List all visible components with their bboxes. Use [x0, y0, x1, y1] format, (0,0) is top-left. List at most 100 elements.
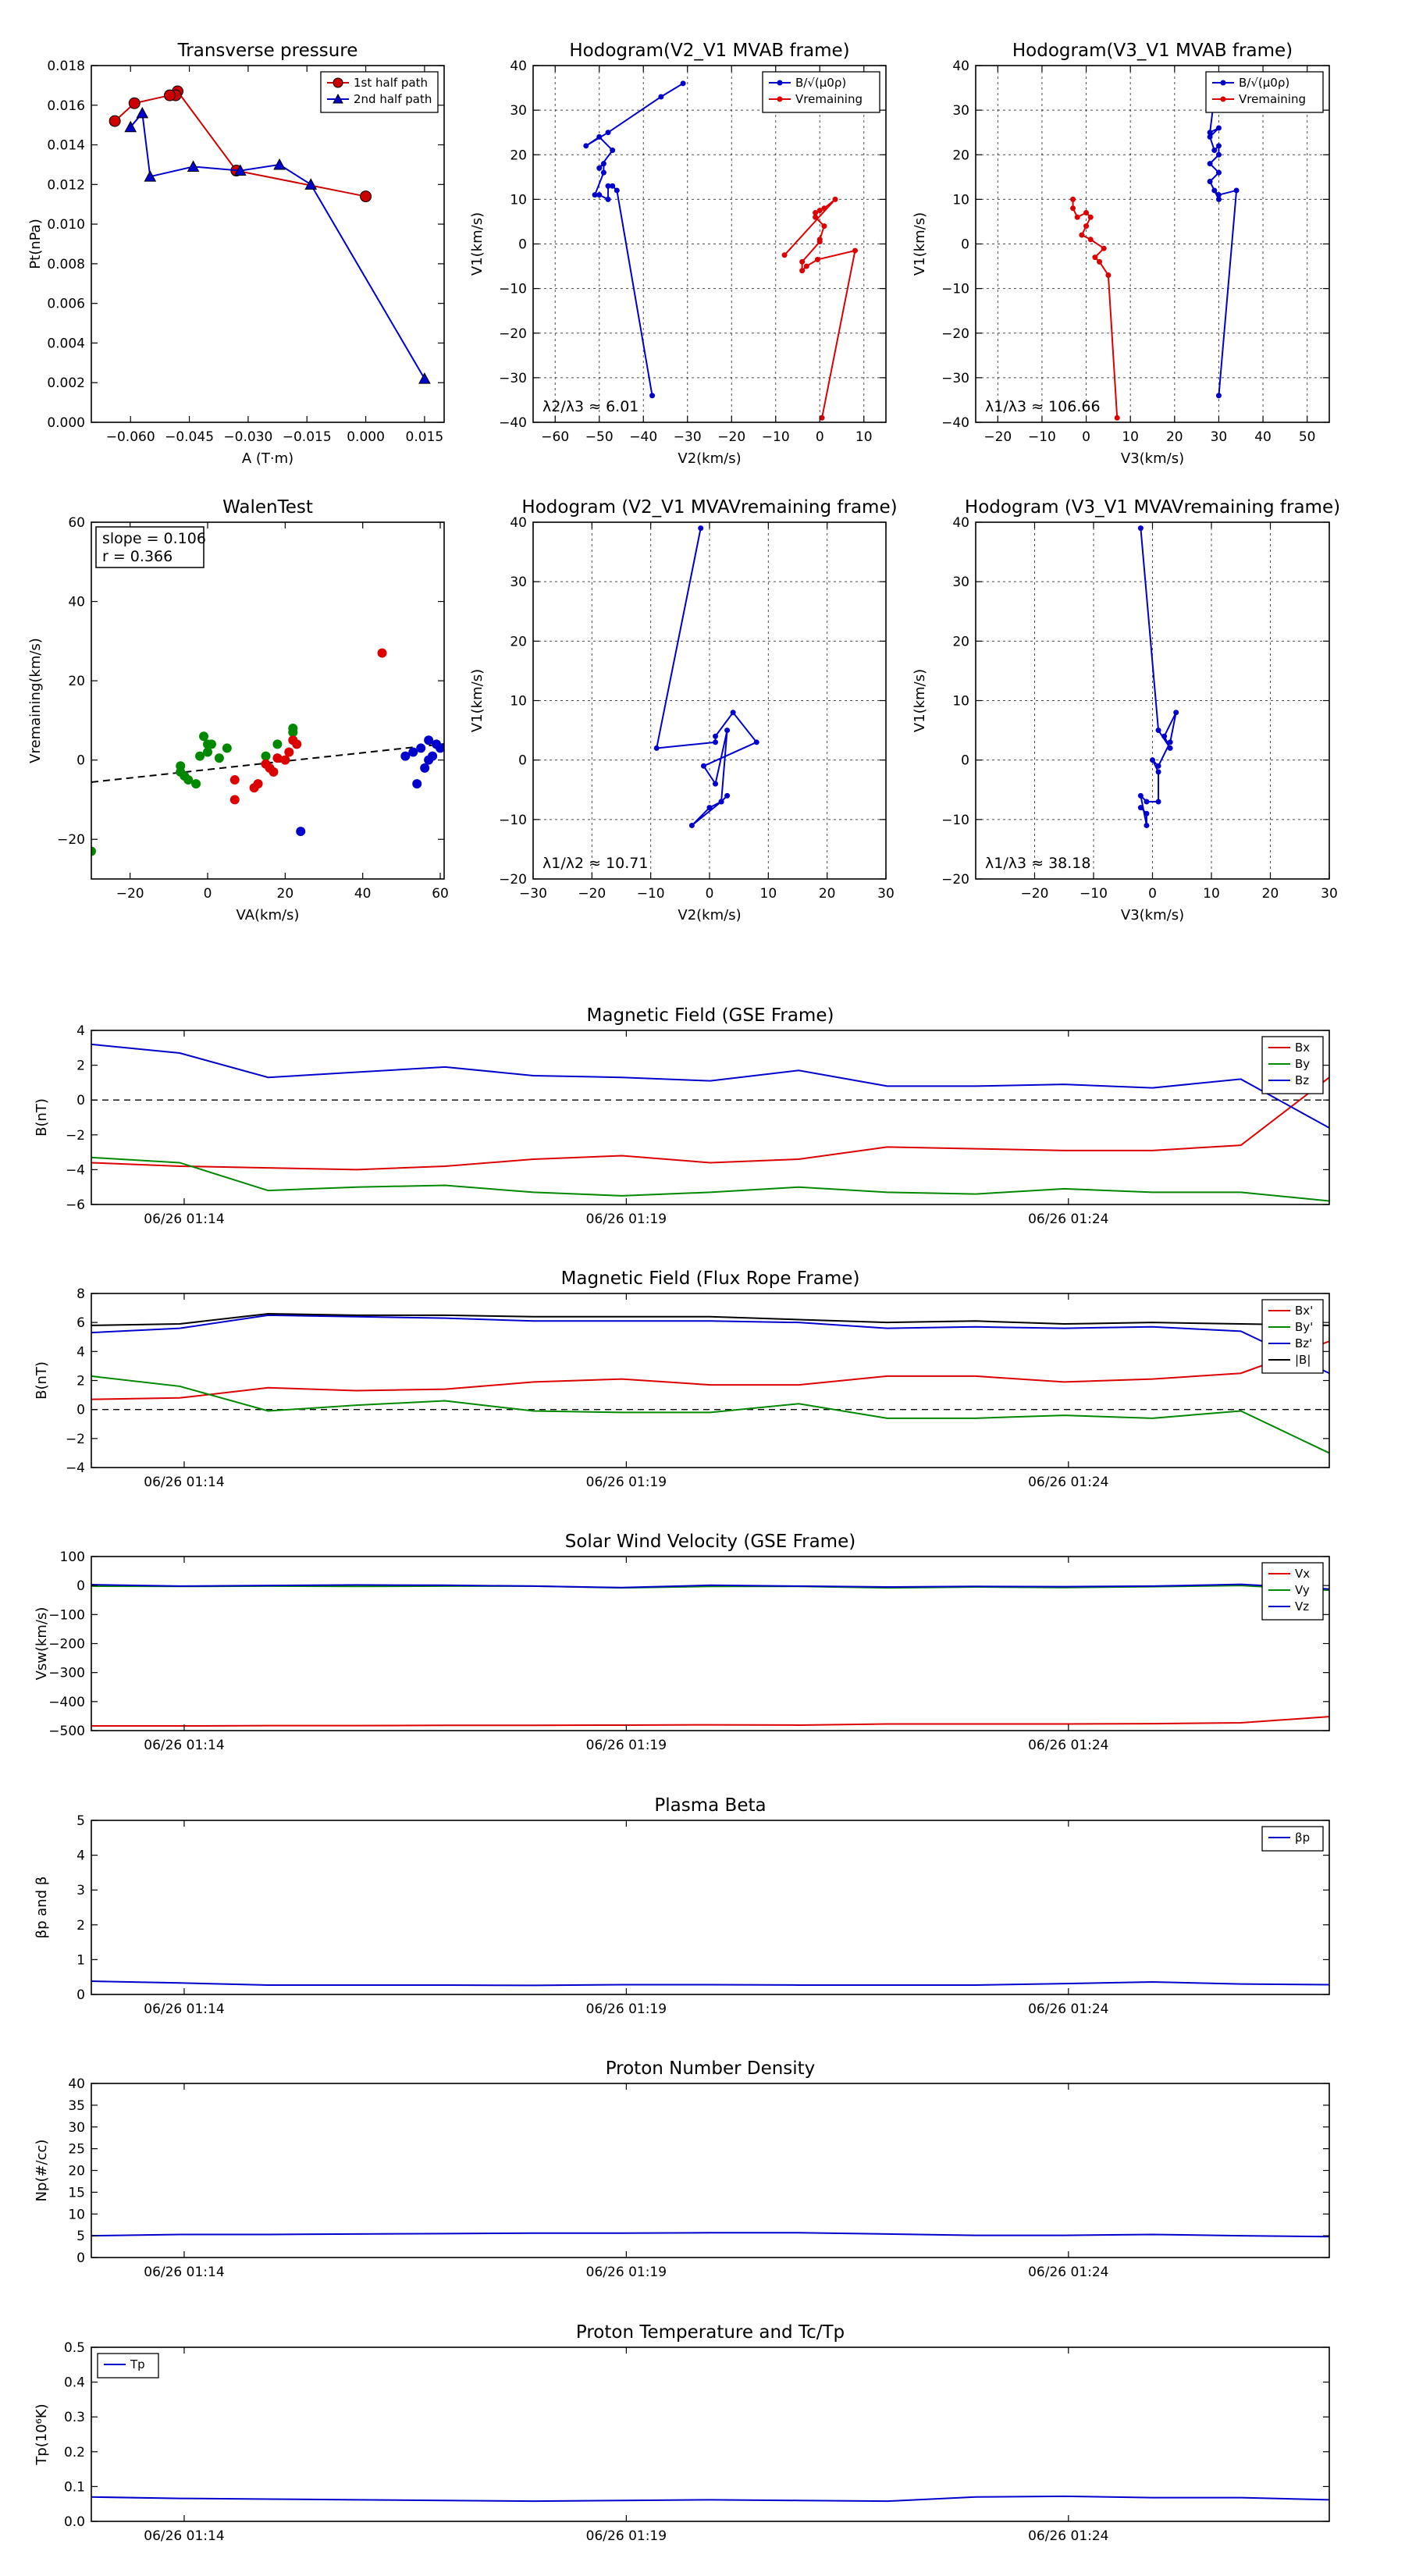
- y-tick-label: 0: [76, 1403, 85, 1418]
- data-point: [1211, 187, 1218, 194]
- data-point: [1144, 799, 1150, 805]
- data-point: [1114, 415, 1120, 421]
- series-by-: [91, 1375, 1329, 1454]
- y-tick-label: 60: [68, 515, 85, 531]
- data-point: [1092, 254, 1098, 261]
- plot-frame: [91, 2083, 1330, 2258]
- grid-lines: [976, 521, 1330, 880]
- axis-ticks: −20 0 20 40 60 −20 0 20 40 60: [57, 515, 449, 902]
- data-point: [718, 799, 724, 805]
- data-point: [813, 210, 819, 216]
- chart-title: Hodogram(V3_V1 MVAB frame): [1012, 41, 1293, 61]
- y-tick-label: 30: [952, 575, 969, 590]
- data-point: [1079, 232, 1085, 238]
- legend-label: |B|: [1295, 1353, 1311, 1367]
- data-point: [234, 164, 247, 176]
- legend-label: Bz': [1295, 1336, 1312, 1350]
- x-tick-label: 0: [706, 886, 714, 902]
- y-tick-label: −100: [48, 1607, 85, 1623]
- x-axis-label: V2(km/s): [678, 907, 741, 923]
- data-point: [610, 183, 616, 189]
- series-line: [91, 1716, 1329, 1727]
- data-point: [136, 106, 149, 119]
- data-point: [272, 739, 283, 749]
- data-point: [261, 751, 271, 761]
- series-0: [91, 724, 298, 856]
- legend: βp: [1261, 1826, 1324, 1852]
- series-b-0-: [1207, 80, 1240, 399]
- series-by: [91, 1156, 1329, 1202]
- y-axis-label: Vremaining(km/s): [27, 638, 44, 763]
- y-tick-label: −40: [941, 415, 969, 431]
- series-line: [91, 1980, 1329, 1987]
- x-tick-label: 06/26 01:14: [144, 2528, 224, 2544]
- plot-frame: [91, 65, 445, 423]
- data-point: [713, 739, 719, 745]
- y-tick-label: 0.0: [64, 2514, 85, 2530]
- y-axis-label: V1(km/s): [469, 212, 486, 276]
- legend: B/√(μ0ρ) Vremaining: [1205, 71, 1324, 113]
- plot-frame: [91, 1293, 1330, 1468]
- chart-title: WalenTest: [222, 497, 313, 518]
- chart-p2: −40 −30 −20 −10 0 10 20 30 40 −60 −50 −40 −30 −20 −10 0…: [469, 41, 887, 467]
- data-point: [658, 94, 664, 100]
- y-tick-label: −500: [48, 1724, 85, 1739]
- legend-marker: [333, 93, 343, 104]
- data-point: [753, 739, 759, 745]
- data-point: [1215, 143, 1222, 149]
- x-tick-label: 06/26 01:24: [1028, 2528, 1108, 2544]
- data-point: [1083, 223, 1090, 229]
- y-tick-label: 40: [952, 515, 969, 531]
- data-point: [1207, 161, 1213, 167]
- data-point: [698, 525, 704, 532]
- y-tick-label: −20: [57, 832, 85, 848]
- y-tick-label: −2: [66, 1128, 85, 1144]
- x-tick-label: 06/26 01:19: [586, 1475, 667, 1490]
- legend-label: By': [1295, 1320, 1313, 1334]
- y-tick-label: 20: [952, 148, 969, 163]
- y-tick-label: 4: [76, 1344, 85, 1360]
- legend-frame: [762, 71, 880, 113]
- data-point: [1207, 133, 1213, 140]
- legend-frame: [1261, 1299, 1324, 1374]
- data-point: [91, 846, 96, 856]
- axis-ticks: −40 −30 −20 −10 0 10 20 30 40 −20 −10 0 10 20 30 40 50: [941, 59, 1329, 445]
- data-point: [203, 747, 213, 757]
- y-tick-label: 10: [952, 694, 969, 710]
- y-tick-label: −10: [499, 282, 527, 297]
- data-point: [1083, 210, 1090, 216]
- x-tick-label: 30: [1211, 429, 1228, 445]
- eigenvalue-ratio: λ1/λ2 ≈ 10.71: [542, 855, 648, 872]
- chart-p1: 0.000 0.002 0.004 0.006 0.008 0.010 0.012 0.014…: [27, 41, 445, 467]
- data-point: [832, 196, 838, 202]
- legend-label: Bx': [1295, 1304, 1313, 1318]
- x-tick-label: 0.015: [406, 429, 444, 445]
- legend-label: Tp: [130, 2357, 145, 2371]
- data-point: [706, 805, 713, 811]
- y-tick-label: 20: [510, 634, 527, 649]
- x-tick-label: 20: [1166, 429, 1183, 445]
- x-tick-label: −0.045: [165, 429, 214, 445]
- y-tick-label: 0.016: [47, 98, 85, 114]
- chart-title: Hodogram (V3_V1 MVAVremaining frame): [965, 497, 1340, 518]
- legend: Bx' By' Bz' |B|: [1261, 1299, 1324, 1374]
- chart-ts2: −4 −2 0 2 4 6 8 06/26 01:14 06/26 01:19 06/26 01:…: [34, 1268, 1330, 1490]
- series-line: [91, 1314, 1329, 1375]
- x-tick-label: 50: [1299, 429, 1316, 445]
- y-tick-label: 20: [68, 2164, 85, 2179]
- legend: Tp: [97, 2353, 159, 2379]
- data-point: [600, 161, 606, 167]
- data-point: [377, 648, 387, 658]
- series-line: [91, 1043, 1329, 1129]
- data-point: [187, 160, 200, 172]
- x-tick-label: −20: [1021, 886, 1049, 902]
- x-tick-label: 60: [432, 886, 449, 902]
- series-bz-: [91, 1314, 1329, 1375]
- series-1: [229, 648, 387, 805]
- grid-lines: [976, 65, 1329, 423]
- axis-ticks: 0 1 2 3 4 5 06/26 01:14 06/26 01:19 06/26 01:24: [76, 1813, 1329, 2017]
- y-tick-label: 15: [68, 2185, 85, 2201]
- data-point: [292, 739, 302, 749]
- y-tick-label: 0: [961, 753, 969, 769]
